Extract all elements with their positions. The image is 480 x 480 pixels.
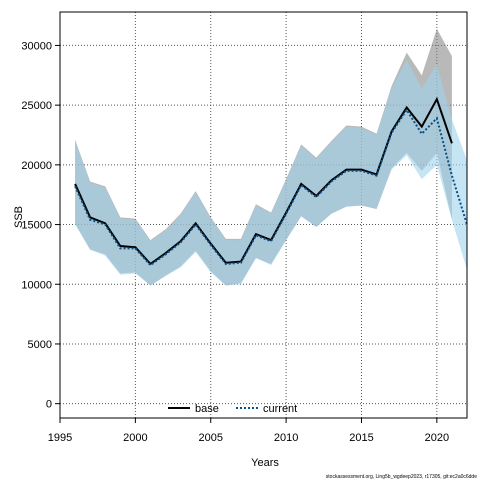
y-tick-label-30000: 30000	[21, 40, 52, 52]
x-tick-label-2010: 2010	[274, 432, 298, 444]
y-tick-label-10000: 10000	[21, 279, 52, 291]
legend-label-base: base	[195, 403, 219, 415]
x-tick-label-2015: 2015	[349, 432, 373, 444]
series-line-current	[74, 108, 468, 267]
x-tick-label-2005: 2005	[198, 432, 222, 444]
legend-label-current: current	[263, 403, 297, 415]
footnote: stockassessment.org, Ling5b_wgdeep2023, …	[326, 474, 477, 480]
y-tick-label-15000: 15000	[21, 220, 52, 232]
x-axis-title: Years	[251, 457, 279, 469]
x-tick-label-2020: 2020	[425, 432, 449, 444]
y-axis-title: SSB	[13, 206, 25, 228]
x-tick-label-2000: 2000	[123, 432, 147, 444]
axes: 1995 2000 2005 2010 2015 2020 0 5000 10000 15000 2…	[21, 40, 449, 444]
series-lines	[74, 96, 468, 267]
plot-frame	[59, 11, 468, 419]
y-tick-label-20000: 20000	[21, 160, 52, 172]
y-tick-label-0: 0	[46, 399, 52, 411]
y-tick-label-5000: 5000	[28, 339, 52, 351]
band-current	[75, 59, 468, 286]
legend: base current	[168, 403, 297, 415]
y-tick-label-25000: 25000	[21, 100, 52, 112]
x-tick-label-1995: 1995	[48, 432, 72, 444]
confidence-bands	[75, 28, 468, 286]
